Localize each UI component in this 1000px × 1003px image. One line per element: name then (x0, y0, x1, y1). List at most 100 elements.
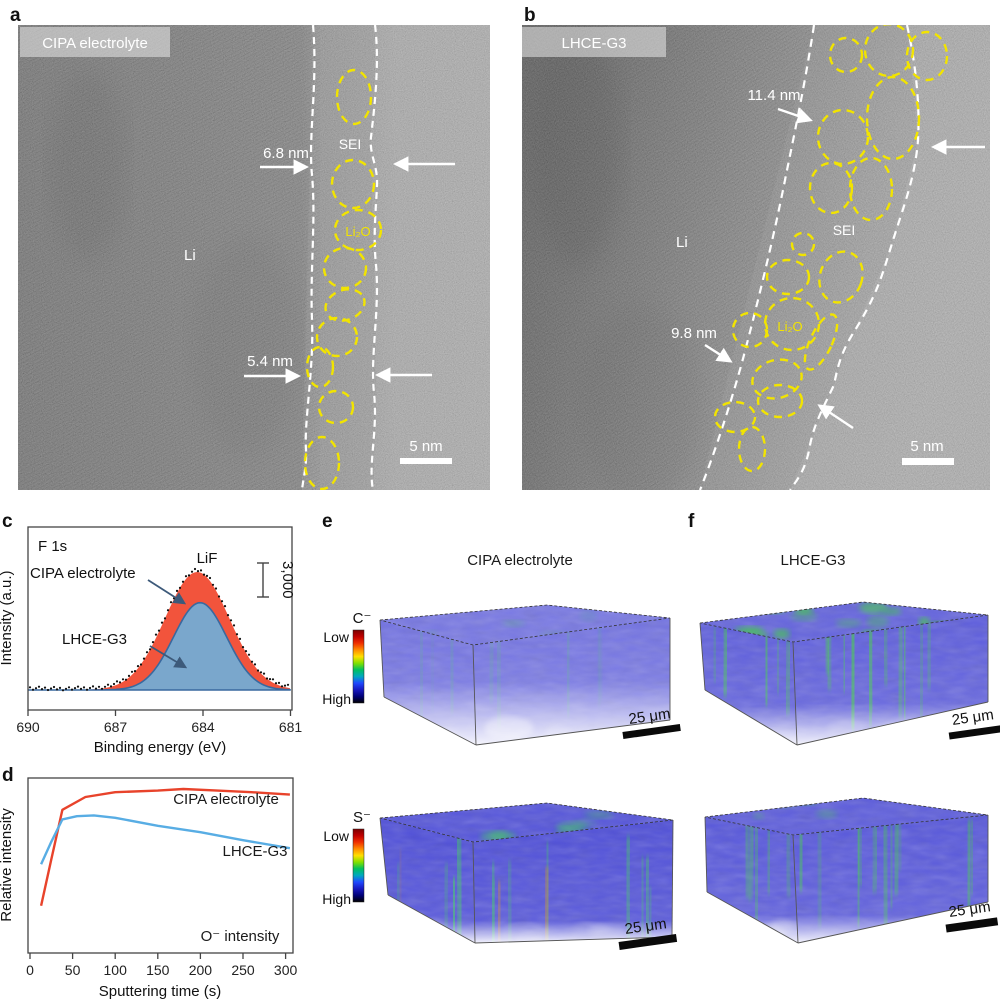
sei-outer-boundary-line (789, 25, 920, 490)
annotation-arrow-icon (147, 579, 187, 605)
sei-thickness-lower-label: 5.4 nm (247, 353, 293, 370)
sei-thickness-upper-label: 11.4 nm (747, 87, 800, 104)
depth-line-1 (40, 814, 291, 865)
colorbar-high-label: High (322, 891, 351, 907)
tofsims-volume-cipa-c: C⁻ Low High 25 μm (322, 604, 681, 746)
series-label-cipa: CIPA electrolyte (173, 791, 279, 808)
x-axis-ticks (29, 953, 287, 959)
scale-bar-label: 5 nm (910, 438, 943, 455)
li2o-grain-outline (905, 30, 949, 82)
volume-edge (472, 644, 477, 746)
panel-letter-e: e (322, 511, 333, 532)
li2o-grain-outline (816, 108, 870, 166)
x-axis-title: Binding energy (eV) (94, 739, 227, 756)
series-label-lhce: LHCE-G3 (222, 843, 287, 860)
scale-bar (948, 725, 1000, 740)
x-tick-label: 0 (26, 962, 34, 978)
xps-spectrum-chart: 690 687 684 681 Binding energy (eV) Inte… (0, 526, 302, 756)
panel-letter-b: b (524, 5, 536, 26)
x-tick-label: 150 (146, 962, 170, 978)
scale-bar-label: 25 μm (951, 706, 995, 729)
scale-bar-group: 25 μm (622, 705, 681, 739)
arrow-icon (704, 343, 733, 363)
intensity-scale-value: 3,000 (279, 561, 296, 599)
x-tick-label: 200 (189, 962, 213, 978)
tem-image-lhce: LHCE-G3 11.4 nm Li SEI 9.8 nm Li₂O 5 nm (522, 25, 990, 490)
sei-label: SEI (339, 136, 362, 152)
electrolyte-label-box (20, 27, 170, 57)
tofsims-title-cipa: CIPA electrolyte (467, 552, 573, 569)
depth-line-0 (39, 787, 290, 907)
x-tick-label: 684 (191, 719, 215, 735)
scale-bar-group: 25 μm (945, 898, 999, 933)
y-axis-title: Intensity (a.u.) (0, 570, 15, 665)
sei-thickness-upper-label: 6.8 nm (263, 145, 309, 162)
scale-bar-label: 25 μm (624, 915, 668, 938)
volume-edge (379, 817, 389, 896)
x-axis-ticks (27, 710, 292, 716)
volume-edge (792, 641, 798, 746)
colorbar-high-label: High (322, 691, 351, 707)
depth-profile-lines (39, 787, 291, 907)
volume-edge (379, 619, 385, 698)
tofsims-volume-cipa-s: S⁻ Low High 25 μm (322, 802, 678, 950)
x-tick-label: 690 (16, 719, 40, 735)
li2o-grain-outline (330, 158, 376, 210)
volume-face-left (700, 623, 797, 745)
colorbar-low-label: Low (323, 828, 350, 844)
li2o-grain-outline (333, 208, 383, 252)
li2o-grain-outline (305, 345, 335, 389)
li2o-grain-outline (737, 425, 767, 473)
spectrum-title: F 1s (38, 538, 67, 555)
scale-bar-label: 25 μm (628, 705, 672, 728)
li2o-grain-outline (335, 68, 373, 126)
li2o-grain-outline (731, 311, 769, 349)
volume-edge (472, 841, 476, 944)
depth-profile-chart: 0 50 100 150 200 250 300 Sputtering time… (0, 777, 298, 1000)
panel-letter-f: f (688, 511, 695, 532)
arrow-icon (777, 107, 813, 124)
li2o-grain-outline (865, 75, 921, 161)
li2o-grain-outline (315, 316, 359, 358)
volume-edge (704, 816, 708, 893)
sei-thickness-lower-label: 9.8 nm (671, 325, 717, 342)
li-region-label: Li (184, 247, 196, 264)
scale-bar (945, 917, 999, 933)
x-tick-label: 100 (104, 962, 128, 978)
li2o-grain-outlines (303, 68, 383, 490)
plot-frame (27, 526, 293, 711)
colorbar (352, 828, 365, 903)
ion-label: C⁻ (353, 610, 372, 627)
scale-bar (902, 458, 954, 465)
tem-image-cipa: CIPA electrolyte 6.8 nm SEI Li Li₂O 5.4 … (18, 25, 490, 490)
li2o-grain-outline (808, 161, 854, 215)
x-tick-label: 300 (274, 962, 298, 978)
volume-face-right (473, 820, 673, 943)
electrolyte-label: CIPA electrolyte (42, 35, 148, 52)
tofsims-title-lhce: LHCE-G3 (780, 552, 846, 569)
electrolyte-label-box (522, 27, 666, 57)
volume-edge (797, 901, 989, 944)
colorbar-low-label: Low (323, 629, 350, 645)
li2o-grain-outline (763, 296, 821, 352)
volume-edge (475, 719, 671, 746)
scale-bar-group: 25 μm (948, 706, 1000, 740)
li2o-grain-outline (863, 25, 915, 78)
li2o-label: Li₂O (345, 224, 370, 239)
plot-frame (27, 777, 294, 954)
scale-bar (400, 458, 452, 464)
li2o-grain-outline (848, 156, 894, 222)
ion-annotation: O⁻ intensity (201, 928, 280, 945)
electrolyte-label: LHCE-G3 (561, 35, 626, 52)
panel-letter-a: a (10, 5, 21, 26)
volume-edge (704, 689, 798, 746)
li2o-grain-outline (303, 435, 341, 490)
li2o-grain-outline (765, 258, 811, 296)
x-axis-title: Sputtering time (s) (99, 983, 222, 1000)
sei-label: SEI (833, 222, 856, 238)
intensity-scale-ibeam (257, 562, 269, 598)
li2o-grain-outline (324, 288, 366, 322)
panel-letter-c: c (2, 511, 13, 532)
scale-bar (622, 723, 681, 739)
